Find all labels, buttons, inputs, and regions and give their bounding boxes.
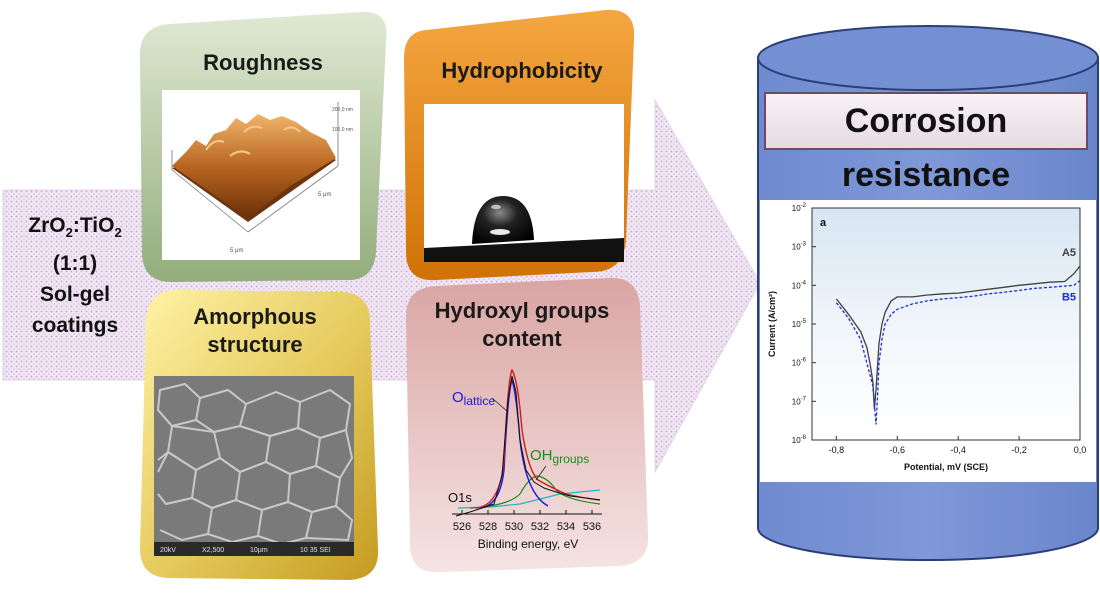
series-line-b5 [835,280,1081,425]
sem-micrograph [154,376,354,556]
sem-caption-mag: X2,500 [202,547,224,554]
composition-type: coatings [31,314,119,338]
series-line-a5 [835,265,1081,410]
amorphous-title-line1: Amorphous [193,304,316,329]
hydrophobicity-title: Hydrophobicity [441,58,603,83]
afm-scale-top: 200.0 nm [332,107,353,113]
afm-axis-label-x: 5 μm [230,248,243,254]
xps-label-oh: OHgroups [530,447,589,466]
composition-ratio: (1:1) [52,252,98,276]
afm-3d-surface [171,102,339,233]
x-tick-label: -0,2 [1011,445,1027,455]
panel-label: a [820,217,827,229]
y-tick-label: 10-8 [792,435,807,445]
series-label-a5: A5 [1062,247,1076,259]
xps-spectrum [452,368,602,517]
svg-text:526: 526 [453,521,471,533]
y-axis-label: Current (A/cm²) [767,291,777,357]
svg-text:536: 536 [583,521,601,533]
xps-x-ticks: 526 528 530 532 534 536 [453,521,601,533]
plot-area [811,207,1081,441]
x-axis-label: Potential, mV (SCE) [904,462,988,472]
svg-text:530: 530 [505,521,523,533]
svg-text:534: 534 [557,521,575,533]
hydroxyl-title-line2: content [482,326,562,351]
amorphous-title-line2: structure [207,332,302,357]
y-tick-label: 10-3 [792,242,807,252]
roughness-card: Roughness 5 μm 5 μm 200.0 nm 100.0 nm [140,11,387,282]
svg-text:528: 528 [479,521,497,533]
hydroxyl-card: Hydroxyl groups content Olattice [406,277,649,573]
roughness-title: Roughness [203,50,323,75]
y-tick-label: 10-7 [792,396,807,406]
y-tick-label: 10-6 [792,358,807,368]
xps-label-lattice: Olattice [452,389,495,408]
amorphous-card: Amorphous structure [140,290,379,580]
sem-caption-id: 10 35 SEI [300,547,331,554]
series-label-b5: B5 [1062,292,1076,304]
hydroxyl-title-line1: Hydroxyl groups [435,298,610,323]
contact-angle-image [424,104,624,262]
composition-formula: ZrO2:TiO2 [28,214,122,241]
afm-scale-mid: 100.0 nm [332,127,353,133]
x-tick-label: 0,0 [1074,445,1087,455]
composition-method: Sol-gel [39,283,110,307]
afm-axis-label-y: 5 μm [318,192,331,198]
corrosion-title: Corrosion resistance [764,92,1088,194]
corrosion-chart: -0,8 -0,6 -0,4 -0,2 0,0 10-8 10-7 10-6 10-5 10-4 1… [767,203,1086,472]
hydrophobicity-card: Hydrophobicity [404,9,635,281]
sem-caption-scale: 10μm [250,547,268,554]
sem-caption-kv: 20kV [160,547,176,554]
y-tick-label: 10-4 [792,280,807,290]
xps-label-o1s: O1s [448,490,472,505]
x-tick-label: -0,6 [890,445,906,455]
composition-label: ZrO2:TiO2 (1:1) Sol-gel coatings [10,210,140,341]
x-tick-label: -0,4 [950,445,966,455]
x-tick-label: -0,8 [829,445,845,455]
y-tick-label: 10-5 [792,319,807,329]
xps-x-label: Binding energy, eV [478,537,579,551]
svg-text:532: 532 [531,521,549,533]
y-tick-label: 10-2 [792,203,807,213]
